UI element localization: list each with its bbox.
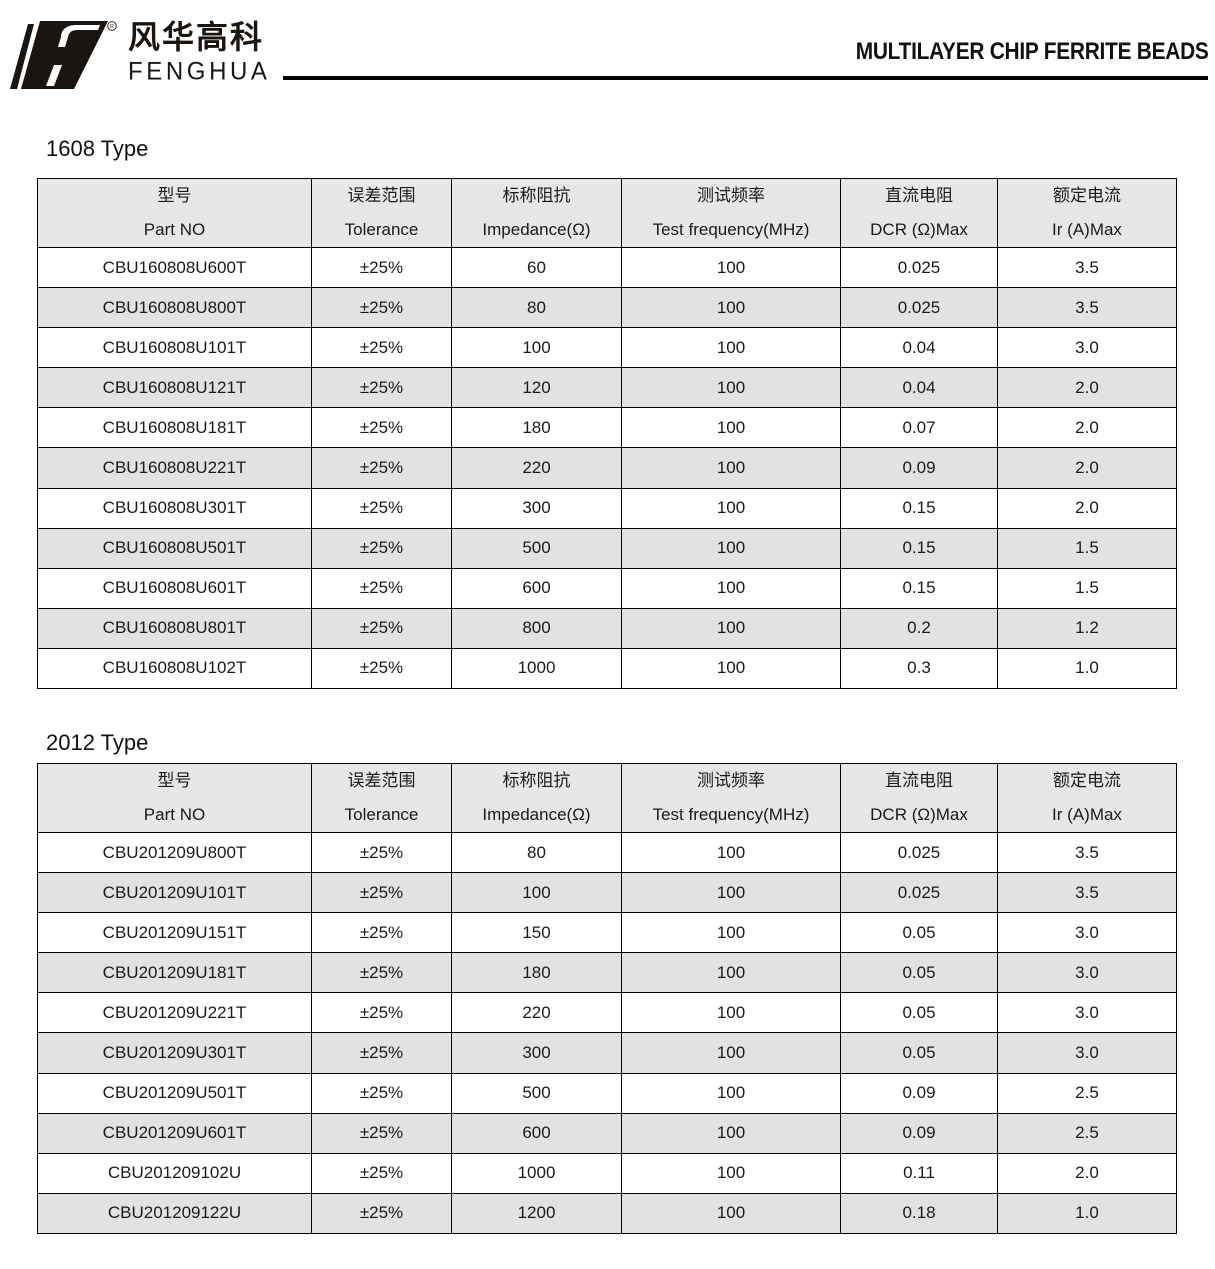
svg-text:R: R [110, 24, 114, 30]
